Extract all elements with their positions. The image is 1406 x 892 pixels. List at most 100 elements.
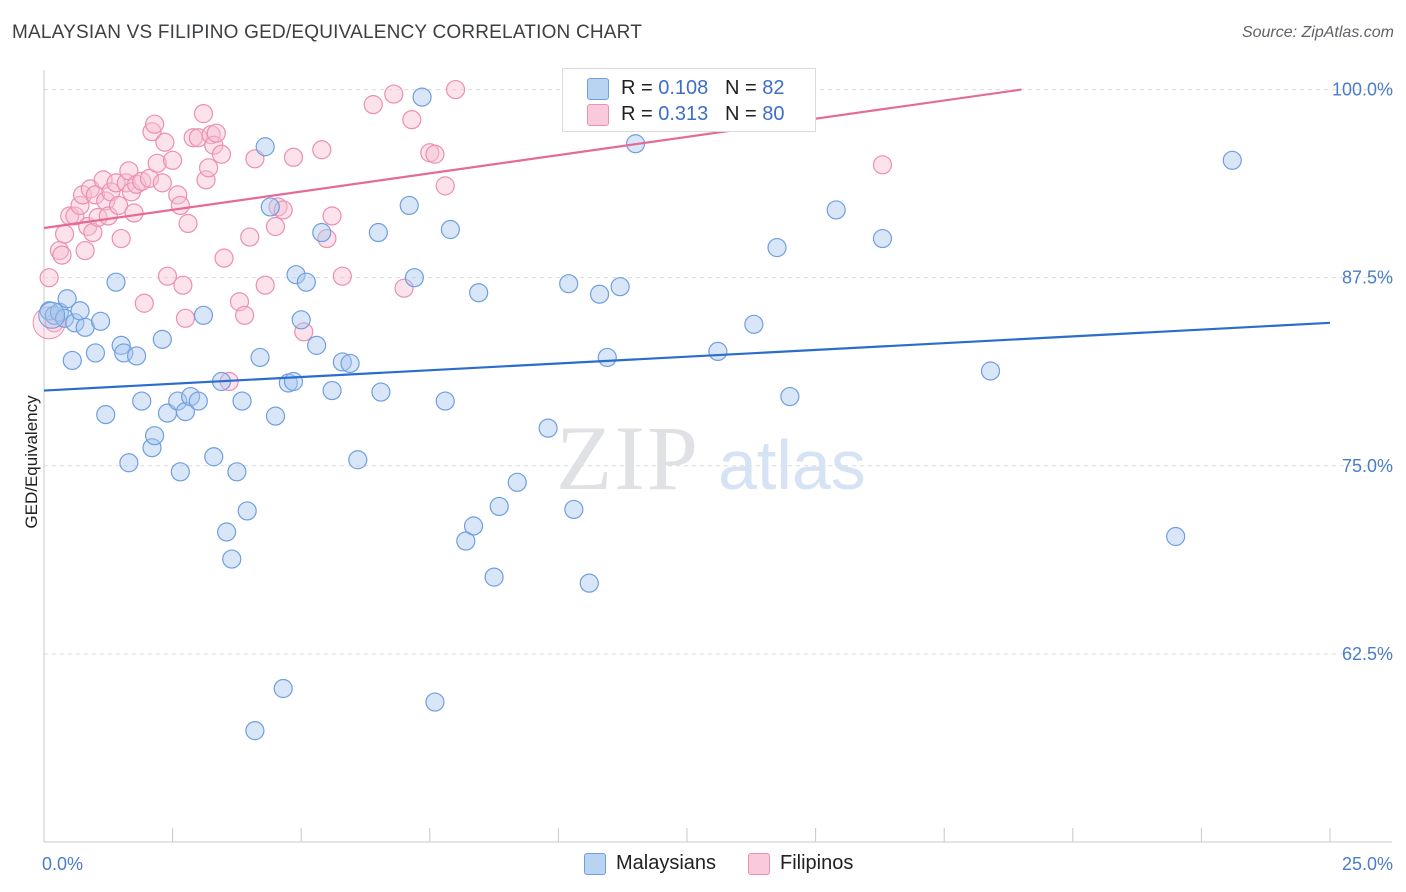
- malaysian-point: [463, 516, 484, 536]
- malaysian-point: [193, 305, 214, 325]
- malaysian-point: [559, 274, 579, 294]
- filipino-point: [142, 122, 162, 142]
- filipino-point: [211, 144, 232, 164]
- malaysian-point: [538, 418, 558, 438]
- filipino-point: [283, 147, 304, 167]
- malaysian-point: [307, 335, 327, 355]
- malaysian-point: [132, 391, 152, 411]
- malaysian-point: [273, 678, 293, 699]
- watermark: ZIP atlas: [556, 407, 866, 509]
- filipino-point: [132, 171, 152, 191]
- legend-r-label: R =: [621, 77, 659, 99]
- filipino-point: [435, 176, 455, 196]
- malaysian-point: [296, 272, 316, 292]
- filipino-point: [402, 110, 422, 130]
- y-tick-label: 87.5%: [1342, 268, 1393, 288]
- malaysian-point: [283, 371, 304, 392]
- legend-r-value-filipinos: 0.313: [658, 103, 709, 125]
- legend-n-value-filipinos: 80: [762, 103, 785, 125]
- y-tick-label: 62.5%: [1342, 644, 1393, 664]
- filipino-point: [144, 114, 165, 134]
- malaysian-point: [507, 472, 527, 492]
- filipino-point: [52, 245, 72, 265]
- malaysian-point: [484, 567, 504, 587]
- malaysians-swatch: [587, 78, 609, 100]
- malaysian-point: [399, 195, 419, 216]
- filipino-point: [106, 173, 126, 193]
- filipino-point: [124, 203, 144, 223]
- legend-n-value-malaysians: 82: [762, 77, 785, 99]
- malaysian-point: [265, 406, 286, 426]
- malaysian-point: [872, 228, 893, 249]
- malaysians-trend-line: [43, 321, 1331, 392]
- axes: [43, 70, 1392, 843]
- filipino-point: [872, 155, 893, 175]
- malaysian-point: [469, 283, 489, 303]
- malaysian-point: [312, 222, 332, 243]
- malaysian-point: [767, 237, 787, 258]
- filipino-point: [332, 266, 352, 286]
- filipino-point: [75, 240, 95, 261]
- filipino-point: [265, 216, 286, 237]
- y-tick-label: 100.0%: [1332, 80, 1393, 100]
- filipino-point: [134, 293, 154, 313]
- filipino-point: [157, 266, 178, 286]
- filipino-point: [39, 268, 59, 288]
- filipino-point: [116, 173, 136, 193]
- malaysian-point: [119, 453, 139, 473]
- filipino-point: [173, 275, 193, 295]
- chart-title: MALAYSIAN VS FILIPINO GED/EQUIVALENCY CO…: [12, 22, 643, 43]
- malaysian-point: [65, 313, 85, 333]
- filipino-point: [214, 248, 234, 268]
- legend-n-label: N =: [724, 103, 763, 125]
- filipinos-legend-swatch: [748, 853, 770, 875]
- filipino-point: [384, 84, 404, 104]
- malaysian-point: [412, 87, 432, 107]
- filipino-point: [139, 168, 160, 188]
- malaysian-point: [144, 426, 165, 446]
- series-malaysians: [38, 87, 1242, 741]
- filipino-point: [268, 197, 288, 217]
- malaysian-point: [980, 361, 1001, 381]
- malaysian-point-cluster: [38, 301, 66, 329]
- malaysian-point: [204, 447, 224, 467]
- malaysian-point: [348, 450, 368, 470]
- malaysian-point: [222, 549, 242, 569]
- malaysian-point: [170, 462, 190, 482]
- malaysian-point: [70, 301, 90, 321]
- x-tick-label-min: 0.0%: [42, 854, 83, 874]
- malaysian-point: [255, 137, 275, 157]
- malaysians-legend-swatch: [584, 853, 606, 875]
- malaysian-point: [322, 380, 342, 401]
- filipino-point: [196, 170, 216, 190]
- legend-r-label: R =: [621, 103, 659, 125]
- x-tick-label-max: 25.0%: [1342, 854, 1393, 874]
- malaysian-point: [260, 197, 280, 217]
- filipino-point: [240, 227, 260, 247]
- y-tick-label: 75.0%: [1342, 456, 1393, 476]
- filipino-point: [85, 185, 106, 205]
- malaysian-point: [286, 265, 306, 285]
- filipino-point: [152, 173, 172, 193]
- filipino-point: [363, 95, 383, 115]
- malaysian-point: [175, 402, 196, 422]
- malaysian-point: [291, 310, 311, 330]
- malaysian-point: [96, 405, 116, 425]
- filipino-point: [312, 140, 332, 160]
- malaysian-point: [425, 692, 445, 712]
- malaysian-point: [440, 219, 460, 240]
- malaysian-point: [826, 200, 846, 220]
- filipino-point: [317, 228, 337, 249]
- malaysian-point: [708, 341, 728, 362]
- legend-n-label: N =: [724, 77, 763, 99]
- filipino-point: [155, 132, 175, 152]
- malaysian-point: [340, 353, 360, 374]
- malaysian-point: [237, 501, 257, 521]
- malaysian-point: [456, 531, 476, 551]
- malaysian-point: [489, 496, 509, 517]
- filipino-point: [394, 278, 414, 298]
- malaysian-point: [57, 289, 77, 309]
- filipino-point: [108, 195, 129, 216]
- grid-lines: [44, 89, 1390, 655]
